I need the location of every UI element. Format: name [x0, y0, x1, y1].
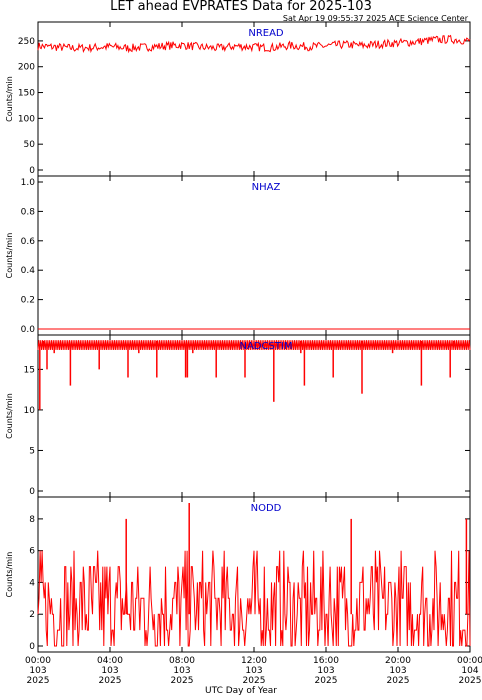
- series-line-nadcstim: [37, 340, 471, 350]
- y-tick-label: 150: [18, 89, 35, 99]
- x-tick-label: 2025: [171, 676, 194, 686]
- y-tick-label: 250: [18, 37, 35, 47]
- y-tick-label: 0: [29, 642, 35, 652]
- y-tick-label: 15: [24, 365, 35, 375]
- x-tick-label: 00:00: [457, 656, 482, 666]
- y-axis-label: Counts/min: [5, 552, 14, 598]
- x-axis-label: UTC Day of Year: [205, 686, 277, 696]
- x-tick-label: 2025: [315, 676, 338, 686]
- y-tick-label: 0.0: [21, 325, 36, 335]
- x-tick-label: 2025: [387, 676, 410, 686]
- x-tick-label: 20:00: [385, 656, 411, 666]
- y-tick-label: 5: [29, 446, 35, 456]
- y-tick-label: 0.8: [21, 207, 36, 217]
- panel-title: NADCSTIM: [239, 341, 292, 352]
- timestamp-label: Sat Apr 19 09:55:37 2025 ACE Science Cen…: [282, 14, 468, 23]
- y-tick-label: 50: [24, 140, 36, 150]
- y-tick-label: 8: [29, 515, 35, 525]
- panel-title: NODD: [251, 503, 282, 514]
- x-tick-label: 2025: [243, 676, 266, 686]
- y-tick-label: 0: [29, 166, 35, 176]
- y-tick-label: 0.4: [21, 266, 36, 276]
- x-tick-label: 2025: [459, 676, 482, 686]
- x-tick-label: 103: [389, 666, 406, 676]
- x-tick-label: 2025: [99, 676, 122, 686]
- y-tick-label: 1.0: [21, 178, 36, 188]
- chart-title: LET ahead EVPRATES Data for 2025-103: [110, 0, 372, 14]
- y-tick-label: 4: [29, 578, 35, 588]
- y-tick-label: 0.2: [21, 296, 35, 306]
- x-tick-label: 103: [101, 666, 118, 676]
- x-tick-label: 16:00: [313, 656, 339, 666]
- series-line-nread: [37, 34, 471, 54]
- x-tick-label: 2025: [27, 676, 50, 686]
- x-tick-label: 103: [29, 666, 46, 676]
- x-tick-label: 08:00: [169, 656, 195, 666]
- y-tick-label: 200: [18, 63, 35, 73]
- panel-title: NHAZ: [252, 182, 281, 193]
- x-tick-label: 103: [245, 666, 262, 676]
- y-tick-label: 10: [24, 406, 36, 416]
- y-tick-label: 0.6: [21, 237, 36, 247]
- panel-frame-1: [37, 175, 471, 336]
- y-tick-label: 6: [29, 547, 35, 557]
- x-tick-label: 103: [173, 666, 190, 676]
- y-tick-label: 2: [29, 610, 35, 620]
- y-tick-label: 0: [29, 487, 35, 497]
- y-axis-label: Counts/min: [5, 76, 14, 122]
- x-tick-label: 00:00: [25, 656, 51, 666]
- y-axis-label: Counts/min: [5, 233, 14, 279]
- x-tick-label: 104: [461, 666, 478, 676]
- x-tick-label: 103: [317, 666, 334, 676]
- panel-frame-0: [37, 21, 471, 177]
- panel-title: NREAD: [248, 28, 284, 39]
- series-line-nodd: [37, 550, 471, 647]
- panel-frame-2: [37, 334, 471, 498]
- y-axis-label: Counts/min: [5, 393, 14, 439]
- x-tick-label: 12:00: [241, 656, 267, 666]
- y-tick-label: 100: [18, 114, 35, 124]
- x-tick-label: 04:00: [97, 656, 123, 666]
